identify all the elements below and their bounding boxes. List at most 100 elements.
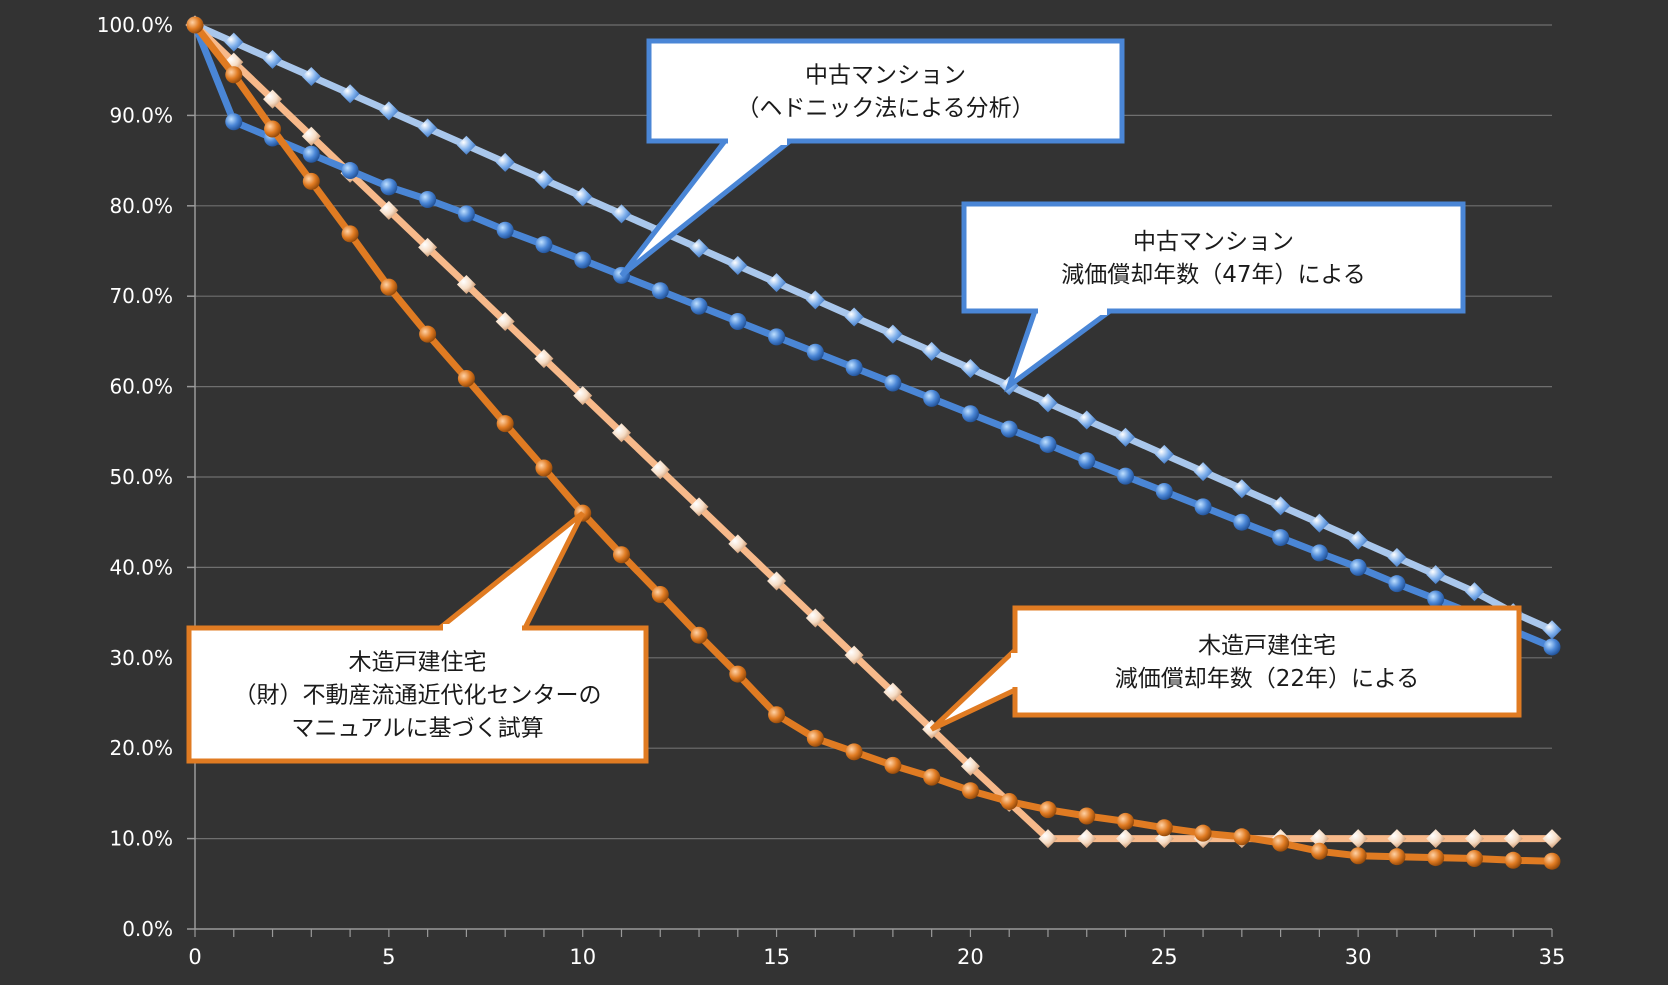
data-point [1349, 847, 1367, 865]
data-point [224, 32, 244, 52]
callout-box [646, 38, 1125, 144]
data-point [535, 459, 553, 477]
data-point [1000, 793, 1018, 811]
data-point [224, 52, 244, 72]
data-point [884, 756, 902, 774]
data-point [805, 290, 825, 310]
data-point [1117, 812, 1135, 830]
data-point [1426, 565, 1446, 585]
data-point [302, 172, 320, 190]
data-point [768, 706, 786, 724]
data-point [456, 135, 476, 155]
callout-text-line: マニュアルに基づく試算 [291, 716, 543, 742]
data-point [1194, 498, 1212, 516]
data-point [1038, 393, 1058, 413]
data-point [457, 369, 475, 387]
data-point [418, 118, 438, 138]
data-point [1078, 452, 1096, 470]
data-point [301, 67, 321, 87]
callout-text-line: 木造戸建住宅 [349, 650, 487, 676]
y-tick-label: 90.0% [109, 103, 173, 127]
data-point [1193, 462, 1213, 482]
data-point [535, 236, 553, 254]
data-point [186, 16, 204, 34]
data-point [611, 423, 631, 443]
data-point [1310, 842, 1328, 860]
y-tick-label: 0.0% [122, 917, 173, 941]
data-point [729, 313, 747, 331]
data-point [1194, 824, 1212, 842]
data-point [961, 405, 979, 423]
data-point [1309, 829, 1329, 849]
data-point [1464, 582, 1484, 602]
data-point [496, 415, 514, 433]
data-point [302, 145, 320, 163]
x-tick-label: 25 [1151, 945, 1178, 969]
callouts: 中古マンション （ヘドニック法による分析） 中古マンション減価償却年数（47年）によ… [186, 38, 1522, 764]
data-point [689, 497, 709, 517]
data-point [650, 460, 670, 480]
data-point [1426, 829, 1446, 849]
data-point [380, 178, 398, 196]
y-tick-label: 60.0% [109, 375, 173, 399]
callout-seam [1011, 653, 1019, 687]
data-point [1039, 435, 1057, 453]
callout-box [961, 201, 1466, 314]
data-point [1543, 852, 1561, 870]
y-tick-label: 40.0% [109, 555, 173, 579]
y-tick-label: 30.0% [109, 646, 173, 670]
data-point [960, 756, 980, 776]
data-point [1427, 849, 1445, 867]
x-tick-label: 35 [1539, 945, 1566, 969]
data-point [1038, 829, 1058, 849]
data-point [1388, 848, 1406, 866]
data-point [225, 113, 243, 131]
data-point [1117, 467, 1135, 485]
data-point [379, 101, 399, 121]
data-point [1233, 828, 1251, 846]
data-point [1388, 575, 1406, 593]
data-point [1465, 849, 1483, 867]
data-point [922, 341, 942, 361]
data-point [495, 152, 515, 172]
data-point [728, 534, 748, 554]
data-point [768, 328, 786, 346]
data-point [495, 312, 515, 332]
data-point [845, 743, 863, 761]
data-point [457, 205, 475, 223]
data-point [806, 729, 824, 747]
data-point [1387, 547, 1407, 567]
data-point [1464, 829, 1484, 849]
data-point [573, 187, 593, 207]
data-point [883, 324, 903, 344]
callout-text-line: （ヘドニック法による分析） [736, 96, 1034, 122]
data-point [1348, 530, 1368, 550]
data-point [419, 190, 437, 208]
data-point [264, 120, 282, 138]
data-point [884, 374, 902, 392]
x-tick-label: 0 [188, 945, 201, 969]
data-point [690, 626, 708, 644]
data-point [923, 768, 941, 786]
y-tick-label: 10.0% [109, 827, 173, 851]
callout-box [186, 625, 649, 764]
data-point [844, 307, 864, 327]
data-point [960, 359, 980, 379]
data-point [419, 325, 437, 343]
callout-text-line: 木造戸建住宅 [1198, 633, 1336, 659]
data-point [263, 49, 283, 69]
y-tick-label: 20.0% [109, 736, 173, 760]
data-point [1387, 829, 1407, 849]
axes: 0.0% 10.0% 20.0% 30.0% 40.0% 50.0% 60.0% 70.0% 8… [97, 13, 1566, 969]
callout-text-line: 減価償却年数（22年）による [1115, 666, 1420, 692]
data-point [1116, 829, 1136, 849]
data-point [1543, 638, 1561, 656]
data-point [341, 162, 359, 180]
data-point [767, 571, 787, 591]
data-point [1155, 819, 1173, 837]
data-point [806, 343, 824, 361]
data-point [301, 126, 321, 146]
